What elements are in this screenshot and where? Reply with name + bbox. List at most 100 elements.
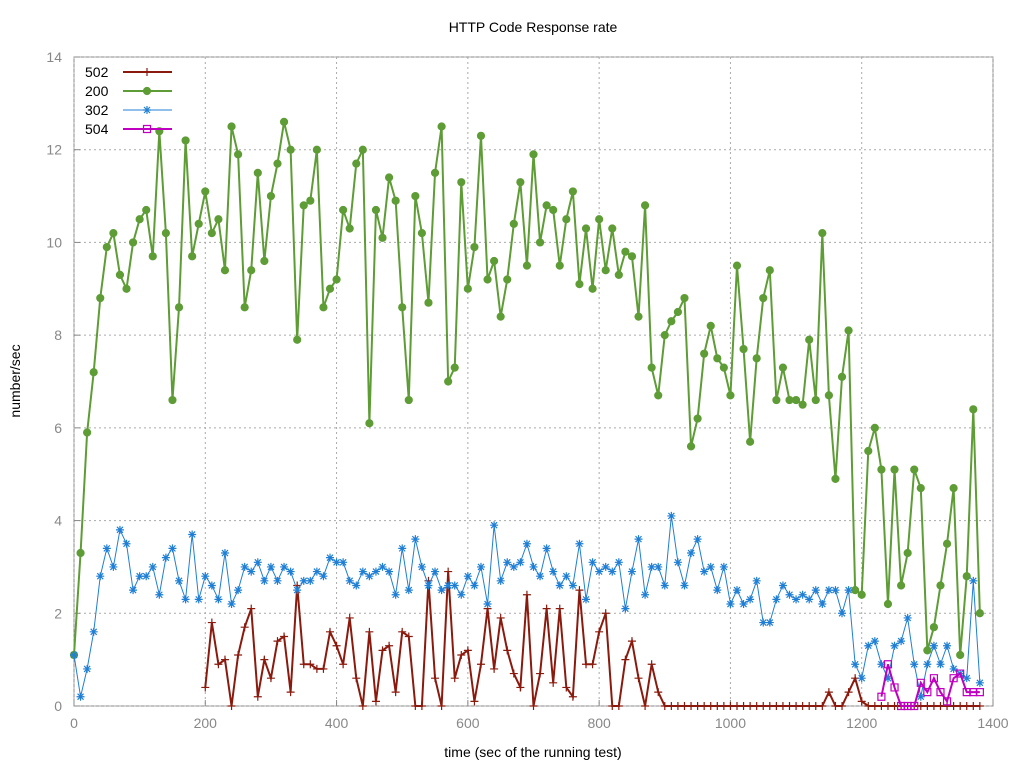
data-point — [476, 660, 485, 669]
x-tick-label: 800 — [587, 715, 611, 731]
data-point — [942, 539, 952, 548]
data-point — [962, 674, 971, 683]
legend-label: 502 — [85, 64, 109, 80]
data-point — [509, 562, 518, 571]
data-point — [424, 298, 433, 307]
data-point — [805, 335, 814, 344]
data-point — [746, 437, 755, 446]
data-point — [877, 692, 886, 701]
data-point — [280, 632, 289, 641]
data-point — [890, 641, 899, 650]
data-point — [824, 391, 833, 400]
data-point — [214, 660, 223, 669]
data-point — [70, 651, 78, 660]
data-point — [949, 664, 958, 673]
data-point — [391, 688, 400, 697]
data-point — [568, 692, 577, 701]
data-point — [949, 484, 958, 493]
data-point — [778, 363, 788, 372]
data-point — [201, 572, 210, 581]
data-point — [857, 697, 866, 706]
data-point — [122, 284, 131, 293]
data-point — [293, 586, 302, 595]
data-point — [680, 293, 689, 303]
data-point — [411, 535, 420, 544]
data-point — [824, 688, 833, 697]
data-point — [969, 405, 978, 414]
data-point — [831, 474, 840, 483]
data-point — [135, 215, 144, 224]
data-point — [174, 303, 184, 312]
data-point — [542, 201, 551, 210]
data-point — [457, 651, 466, 660]
data-point — [575, 280, 584, 289]
data-point — [384, 173, 394, 182]
data-point — [293, 335, 302, 344]
data-point — [726, 600, 735, 609]
data-point — [693, 414, 702, 423]
data-point — [568, 187, 577, 196]
data-point — [115, 525, 124, 534]
data-point — [122, 539, 131, 548]
data-point — [870, 423, 879, 432]
data-point — [929, 674, 939, 683]
data-point — [890, 465, 899, 474]
data-point — [339, 660, 348, 669]
data-point — [608, 224, 617, 233]
data-point — [417, 702, 426, 710]
data-point — [240, 562, 249, 571]
data-point — [135, 572, 144, 581]
data-point — [253, 168, 262, 177]
data-point — [838, 702, 847, 710]
data-point — [818, 229, 827, 238]
data-point — [792, 595, 801, 604]
data-point — [240, 303, 249, 312]
data-point — [923, 660, 932, 669]
data-point — [417, 562, 426, 571]
data-point — [490, 664, 499, 673]
data-point — [227, 122, 236, 131]
data-point — [634, 674, 643, 683]
y-axis-label: number/sec — [7, 344, 23, 417]
data-point — [509, 219, 518, 228]
data-point — [503, 646, 512, 655]
data-point — [713, 586, 722, 595]
data-point — [673, 307, 683, 317]
data-point — [490, 521, 499, 530]
data-point — [759, 293, 768, 303]
data-point — [706, 321, 715, 330]
data-point — [975, 702, 984, 710]
data-point — [312, 567, 321, 576]
data-point — [503, 275, 512, 284]
data-point — [306, 196, 315, 205]
data-point — [844, 326, 853, 335]
data-point — [529, 150, 538, 159]
data-point — [778, 581, 787, 590]
data-point — [949, 674, 958, 683]
data-point — [496, 312, 505, 321]
data-point — [332, 275, 341, 284]
data-point — [923, 687, 932, 697]
data-point — [96, 293, 105, 303]
data-point — [286, 688, 295, 697]
data-point — [273, 159, 282, 168]
data-point — [614, 270, 623, 279]
data-point — [811, 395, 820, 405]
data-point — [299, 576, 308, 585]
data-point — [785, 590, 794, 599]
data-point — [877, 465, 886, 474]
data-point — [575, 539, 584, 548]
data-point — [634, 535, 643, 544]
data-point — [746, 595, 755, 604]
data-point — [910, 660, 919, 669]
data-point — [654, 391, 663, 400]
data-point — [437, 586, 446, 595]
data-point — [654, 688, 663, 697]
data-point — [476, 131, 486, 140]
data-point — [476, 562, 485, 571]
data-point — [936, 687, 945, 697]
data-point — [673, 558, 682, 567]
data-point — [936, 660, 945, 669]
data-point — [883, 599, 893, 609]
data-point — [371, 697, 380, 706]
